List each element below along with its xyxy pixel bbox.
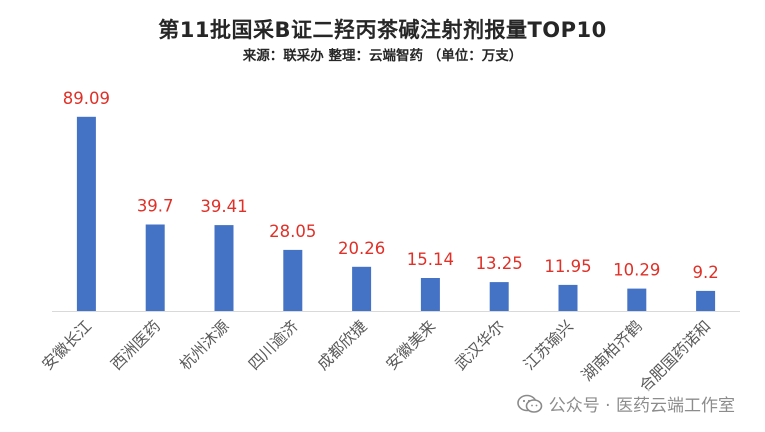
data-label-10: 9.2 (692, 263, 718, 282)
category-label-1: 安徽长江 (39, 317, 96, 374)
bar-5 (352, 266, 372, 311)
chart-title: 第11批国采B证二羟丙茶碱注射剂报量TOP10 (158, 18, 607, 42)
bar-9 (627, 288, 647, 311)
category-label-3: 杭州沐源 (176, 317, 233, 374)
category-label-5: 成都欣捷 (314, 317, 371, 374)
bar-10 (696, 290, 716, 311)
bar-8 (558, 284, 578, 311)
category-label-9: 湖南柏齐鹤 (578, 317, 646, 385)
bar-4 (283, 249, 303, 311)
category-label-8: 江苏瑜兴 (520, 317, 577, 374)
data-label-9: 10.29 (613, 261, 660, 280)
category-label-7: 武汉华尔 (451, 317, 508, 374)
bar-2 (145, 224, 165, 311)
data-label-3: 39.41 (200, 197, 247, 216)
data-label-8: 11.95 (544, 257, 591, 276)
wechat-icon (516, 394, 543, 413)
category-label-10: 合肥国药诺和 (636, 317, 714, 395)
data-label-2: 39.7 (137, 197, 174, 216)
chart-subtitle: 来源：联采办 整理：云端智药 （单位：万支） (242, 48, 523, 64)
watermark: 公众号 · 医药云端工作室 (512, 389, 739, 418)
data-label-1: 89.09 (63, 89, 110, 108)
bar-3 (214, 225, 234, 311)
category-label-2: 西洲医药 (107, 317, 164, 374)
data-label-5: 20.26 (338, 239, 385, 258)
category-label-4: 四川逾济 (245, 317, 302, 374)
watermark-text: 公众号 · 医药云端工作室 (548, 396, 735, 416)
bar-6 (420, 278, 440, 311)
data-label-4: 28.05 (269, 222, 316, 241)
category-label-6: 安徽美来 (383, 317, 440, 374)
bar-1 (76, 116, 96, 311)
data-label-6: 15.14 (407, 250, 454, 269)
bar-7 (489, 282, 509, 311)
data-label-7: 13.25 (476, 254, 523, 273)
